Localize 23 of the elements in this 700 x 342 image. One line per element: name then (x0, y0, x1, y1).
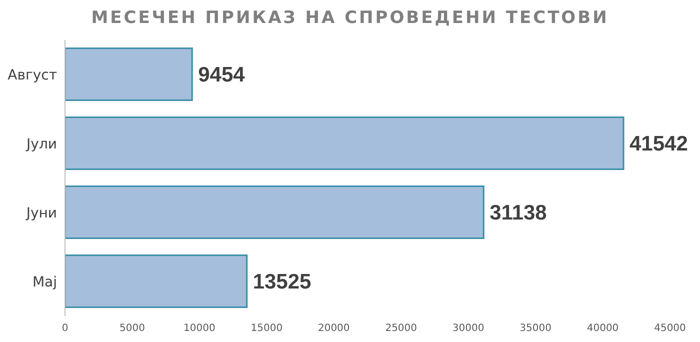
x-tick-label: 25000 (385, 323, 418, 334)
bar (65, 116, 624, 170)
x-tick-label: 20000 (318, 323, 350, 334)
x-tick-label: 30000 (452, 323, 484, 334)
y-tick-label: Јуни (25, 205, 57, 222)
x-tick-label: 45000 (654, 323, 686, 334)
bar (65, 254, 248, 308)
x-tick-label: 40000 (586, 323, 619, 334)
data-label: 9454 (198, 64, 246, 87)
x-tick-label: 0 (62, 323, 68, 334)
x-tick-label: 5000 (119, 323, 145, 334)
x-tick-label: 15000 (250, 323, 283, 334)
x-tick-label: 10000 (184, 323, 216, 334)
data-label: 31138 (490, 202, 548, 225)
bar (65, 186, 484, 240)
y-tick-label: Август (8, 67, 57, 84)
data-label: 41542 (630, 132, 688, 156)
chart-title: МЕСЕЧЕН ПРИКАЗ НА СПРОВЕДЕНИ ТЕСТОВИ (90, 8, 610, 28)
y-tick-label: Јули (26, 136, 57, 152)
data-label: 13525 (252, 270, 312, 294)
x-tick-label: 35000 (520, 323, 552, 334)
bar (65, 48, 193, 102)
y-tick-label: Мај (32, 274, 57, 290)
